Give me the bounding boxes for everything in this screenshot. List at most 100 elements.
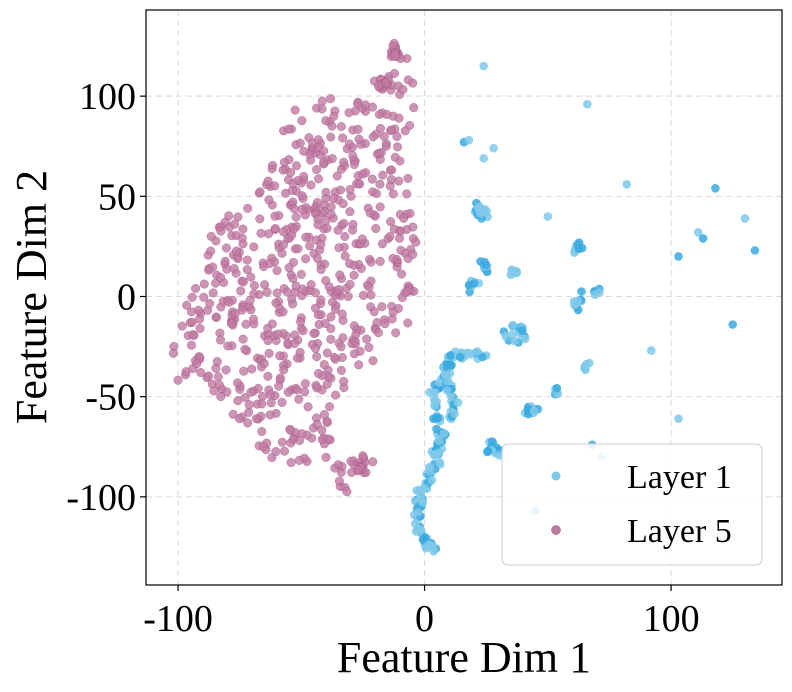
data-point [257, 426, 267, 437]
data-point [430, 401, 439, 410]
data-point [429, 414, 438, 424]
data-point [345, 184, 355, 195]
data-point [358, 290, 368, 300]
data-point [508, 321, 518, 330]
data-point [272, 265, 282, 276]
data-point [456, 352, 465, 362]
data-point [206, 246, 216, 256]
data-point [182, 300, 192, 310]
data-point [278, 307, 288, 317]
data-point [416, 494, 426, 504]
data-point [238, 224, 248, 234]
data-point [205, 298, 215, 309]
data-point [204, 265, 214, 275]
data-point [319, 146, 329, 156]
data-point [312, 253, 322, 263]
data-point [353, 124, 363, 134]
data-point [375, 202, 385, 212]
data-point [230, 308, 240, 318]
data-point [487, 437, 497, 446]
data-point [317, 425, 327, 435]
data-point [313, 368, 324, 379]
data-point [389, 68, 400, 78]
data-point [332, 171, 342, 181]
data-point [270, 223, 280, 234]
data-point [353, 99, 363, 109]
data-point [284, 263, 294, 273]
data-point [400, 126, 410, 136]
data-point [386, 175, 396, 185]
data-point [268, 160, 278, 170]
data-point [577, 287, 586, 296]
data-point [402, 189, 412, 199]
data-point [354, 134, 364, 144]
data-point [322, 348, 332, 358]
data-point [345, 279, 355, 289]
data-point [299, 146, 309, 156]
data-point [286, 457, 296, 468]
data-point [349, 260, 359, 270]
data-point [439, 429, 449, 438]
data-point [335, 185, 346, 195]
data-point [573, 240, 583, 249]
data-point [231, 246, 241, 256]
data-point [414, 486, 424, 496]
data-point [242, 265, 252, 275]
data-point [331, 390, 341, 400]
data-point [199, 279, 209, 289]
data-point [338, 199, 348, 209]
data-point [298, 326, 308, 336]
data-point [322, 379, 332, 389]
data-point [298, 284, 308, 294]
data-point [345, 207, 355, 217]
data-point [263, 176, 273, 186]
data-point [191, 283, 201, 293]
data-point [375, 179, 385, 189]
data-point [512, 266, 521, 276]
data-point [396, 245, 406, 255]
data-point [243, 418, 253, 428]
data-point [329, 111, 339, 121]
data-point [321, 452, 331, 462]
legend-marker-layer-5 [551, 525, 561, 535]
data-point [443, 386, 452, 395]
data-point [529, 406, 539, 416]
data-point [283, 234, 293, 244]
data-point [301, 254, 311, 264]
data-point [334, 476, 344, 486]
data-point [333, 460, 343, 470]
data-point [335, 270, 345, 280]
data-point [319, 157, 329, 167]
data-point [286, 425, 296, 436]
data-point [306, 180, 316, 190]
data-point [324, 282, 334, 292]
data-point [445, 360, 455, 369]
legend: Layer 1 Layer 5 [501, 443, 763, 566]
data-points [168, 38, 760, 556]
data-point [326, 132, 336, 142]
data-point [311, 343, 321, 354]
data-point [319, 409, 329, 420]
data-point [297, 116, 307, 126]
data-point [408, 249, 418, 259]
data-point [430, 388, 440, 397]
data-point [329, 193, 339, 203]
data-point [322, 223, 332, 233]
data-point [279, 157, 289, 167]
data-point [286, 167, 296, 178]
data-point [300, 379, 310, 389]
data-point [573, 296, 583, 306]
y-tick-label: -100 [66, 477, 136, 519]
series-layer-5 [168, 38, 421, 497]
data-point [239, 366, 249, 376]
data-point [249, 242, 259, 252]
data-point [306, 280, 316, 290]
data-point [208, 288, 218, 298]
data-point [323, 434, 333, 444]
data-point [434, 436, 444, 446]
data-point [262, 287, 272, 297]
data-point [494, 451, 504, 460]
data-point [369, 307, 379, 317]
data-point [288, 179, 298, 189]
x-tick-label: 100 [643, 598, 700, 640]
